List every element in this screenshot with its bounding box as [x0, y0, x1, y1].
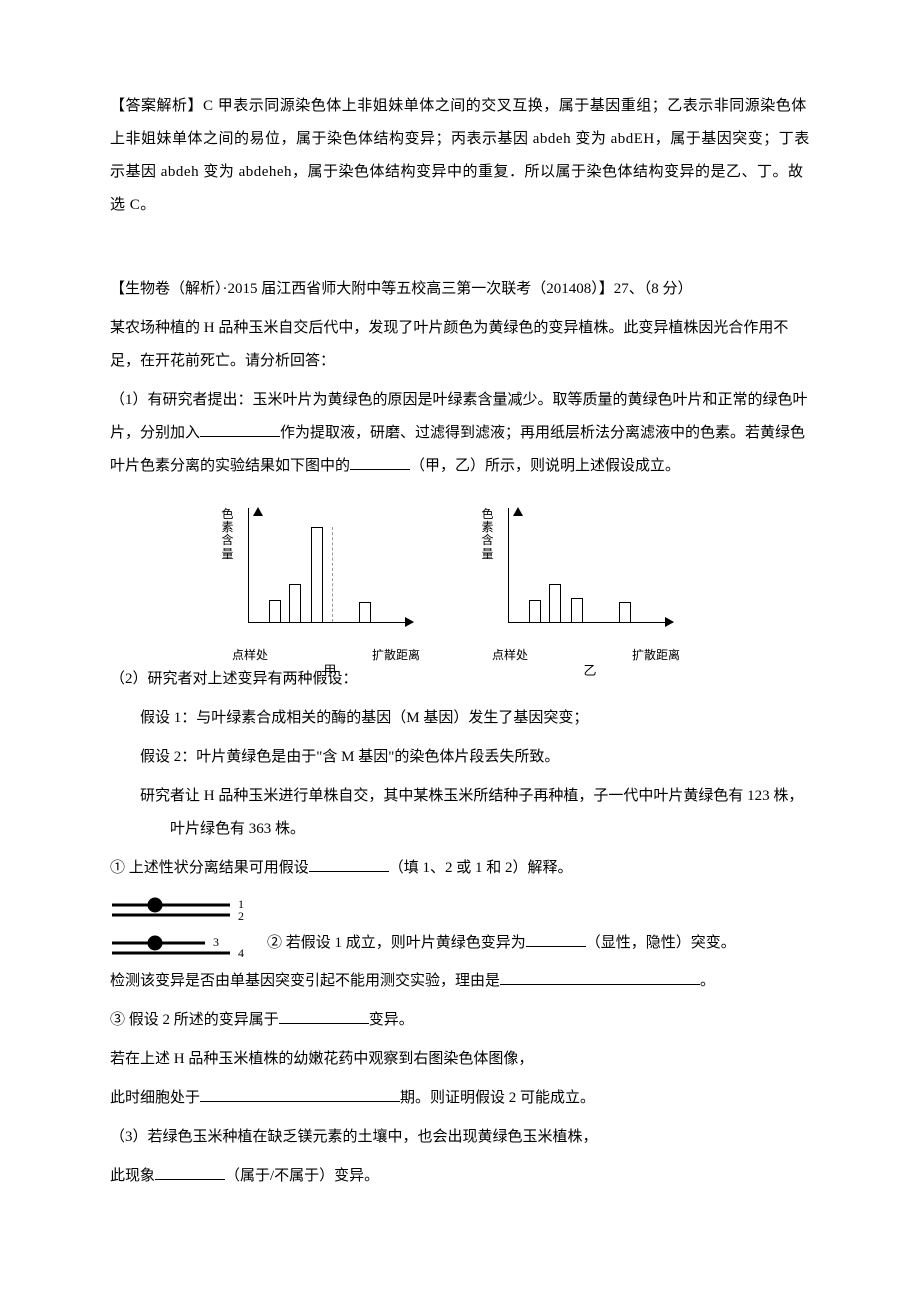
q2-s5-blank [200, 1086, 400, 1103]
bar [289, 584, 301, 622]
q2-s5a: 此时细胞处于 [110, 1090, 200, 1106]
q2-s3a: ③ 假设 2 所述的变异属于 [110, 1012, 279, 1028]
chart-b-xright: 扩散距离 [632, 649, 680, 661]
answer-prefix: 【答案解析】 [110, 98, 203, 114]
q2-s2b: （显性，隐性）突变。 [586, 935, 736, 951]
q3b1: 此现象 [110, 1168, 155, 1184]
q1: （1）有研究者提出：玉米叶片为黄绿色的原因是叶绿素含量减少。取等质量的黄绿色叶片… [110, 384, 810, 483]
chart-b-ylabel: 色素含量 [480, 508, 495, 561]
q3a: （3）若绿色玉米种植在缺乏镁元素的土壤中，也会出现黄绿色玉米植株， [110, 1121, 810, 1154]
q2-s1b: （填 1、2 或 1 和 2）解释。 [389, 860, 573, 876]
chart-b-name: 乙 [583, 664, 596, 677]
q2-s3: ③ 假设 2 所述的变异属于 变异。 [110, 1004, 810, 1037]
q2-s1-blank [309, 856, 389, 873]
q2-s1a: ① 上述性状分离结果可用假设 [110, 860, 309, 876]
q2-s5b: 期。则证明假设 2 可能成立。 [400, 1090, 595, 1106]
bar [359, 602, 371, 622]
q2-s2c-blank [500, 969, 700, 986]
bar [269, 600, 281, 622]
bar [529, 600, 541, 622]
q3b: 此现象 （属于/不属于）变异。 [110, 1160, 810, 1193]
svg-text:4: 4 [238, 946, 244, 960]
bar [619, 602, 631, 622]
q2-s2d: 。 [700, 973, 715, 989]
q2-s2-blank1 [526, 931, 586, 948]
q1-blank-2 [350, 454, 410, 471]
chart-a-axes [248, 508, 413, 623]
q2-cross: 研究者让 H 品种玉米进行单株自交，其中某株玉米所结种子再种植，子一代中叶片黄绿… [110, 780, 810, 846]
chromosome-diagram: 1 2 3 4 [110, 895, 255, 965]
q2-s2a: ② 若假设 1 成立，则叶片黄绿色变异为 [267, 935, 526, 951]
answer-text: C 甲表示同源染色体上非姐妹单体之间的交叉互换，属于基因重组；乙表示非同源染色体… [110, 98, 810, 213]
q3-blank [155, 1164, 225, 1181]
chart-b-axes [508, 508, 673, 623]
bar [311, 527, 323, 622]
q1-part3: （甲，乙）所示，则说明上述假设成立。 [410, 458, 680, 474]
chart-a-name: 甲 [323, 664, 336, 677]
chart-a-xright: 扩散距离 [372, 649, 420, 661]
q2-h1: 假设 1：与叶绿素合成相关的酶的基因（M 基因）发生了基因突变； [110, 702, 810, 735]
q3b2: （属于/不属于）变异。 [225, 1168, 379, 1184]
q2-s4: 若在上述 H 品种玉米植株的幼嫩花药中观察到右图染色体图像， [110, 1043, 810, 1076]
svg-text:3: 3 [213, 935, 219, 949]
chart-a-ylabel: 色素含量 [220, 508, 235, 561]
q2-s2c-row: 检测该变异是否由单基因突变引起不能用测交实验，理由是 。 [110, 965, 810, 998]
q2-s1: ① 上述性状分离结果可用假设 （填 1、2 或 1 和 2）解释。 [110, 852, 810, 885]
chart-b-arrow-y [513, 507, 523, 516]
q1-blank-1 [200, 421, 280, 438]
question-stem: 某农场种植的 H 品种玉米自交后代中，发现了叶片颜色为黄绿色的变异植株。此变异植… [110, 312, 810, 378]
svg-text:2: 2 [238, 909, 244, 923]
chart-a-xleft: 点样处 [232, 649, 268, 661]
q2-s2c: 检测该变异是否由单基因突变引起不能用测交实验，理由是 [110, 973, 500, 989]
q2-s3-blank [279, 1008, 369, 1025]
chart-b: 色素含量 点样处 扩散距离 乙 [500, 503, 680, 643]
chart-b-xleft: 点样处 [492, 649, 528, 661]
q2-s5: 此时细胞处于 期。则证明假设 2 可能成立。 [110, 1082, 810, 1115]
question-source: 【生物卷（解析）·2015 届江西省师大附中等五校高三第一次联考（201408）… [110, 273, 810, 306]
chart-a-arrow-y [253, 507, 263, 516]
charts: 色素含量 点样处 扩散距离 甲 色素含量 点样处 扩散距离 乙 [110, 503, 810, 643]
q2-s3b: 变异。 [369, 1012, 414, 1028]
q2-lead: （2）研究者对上述变异有两种假设： [110, 663, 810, 696]
chart-a-grid [332, 527, 333, 622]
q2-h2: 假设 2：叶片黄绿色是由于"含 M 基因"的染色体片段丢失所致。 [110, 741, 810, 774]
chart-a: 色素含量 点样处 扩散距离 甲 [240, 503, 420, 643]
answer-explanation: 【答案解析】C 甲表示同源染色体上非姐妹单体之间的交叉互换，属于基因重组；乙表示… [110, 90, 810, 222]
chart-a-arrow-x [405, 617, 414, 627]
q2-s2-row: 1 2 3 4 ② 若假设 1 成立，则叶片黄绿色变异为 （显性，隐性）突变。 [110, 891, 810, 965]
bar [549, 584, 561, 622]
chart-b-arrow-x [665, 617, 674, 627]
bar [571, 598, 583, 622]
